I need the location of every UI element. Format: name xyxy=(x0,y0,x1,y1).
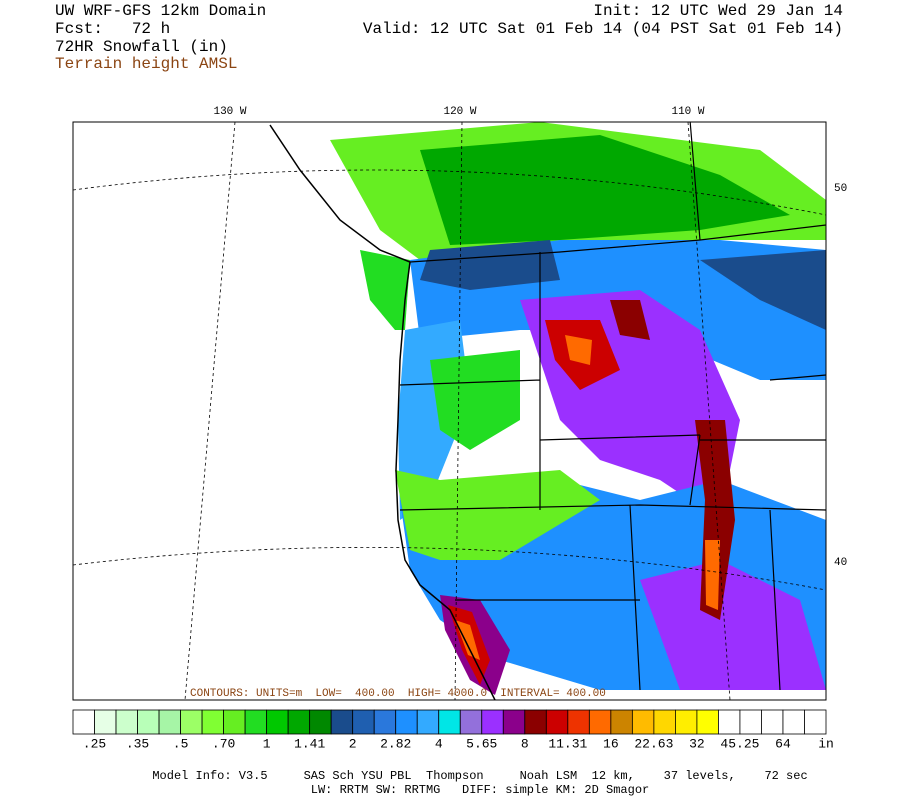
snow-shading xyxy=(695,420,735,620)
snow-shading xyxy=(610,300,650,340)
lon-label: 130 W xyxy=(213,106,246,118)
snow-shading xyxy=(705,540,720,610)
valid-time: Valid: 12 UTC Sat 01 Feb 14 (04 PST Sat … xyxy=(363,20,843,38)
color-swatch xyxy=(545,709,569,735)
color-swatch xyxy=(309,709,332,735)
colorbar-label: 4 xyxy=(435,736,443,751)
border xyxy=(409,224,826,263)
snow-shading xyxy=(360,250,410,330)
color-swatch xyxy=(416,709,440,735)
color-swatch xyxy=(201,709,224,735)
colorbar-label: 22.63 xyxy=(634,736,673,751)
lat-label: 40 xyxy=(834,557,847,569)
colorbar-label: 1.41 xyxy=(294,736,325,751)
color-swatch xyxy=(718,709,741,735)
longitude-line xyxy=(454,122,463,700)
color-swatch xyxy=(502,709,526,735)
snow-shading xyxy=(700,250,826,330)
snow-shading xyxy=(420,240,560,290)
colorbar-label: .5 xyxy=(173,736,189,751)
color-swatch xyxy=(610,709,633,735)
color-swatch xyxy=(223,709,246,735)
color-swatch xyxy=(481,709,504,735)
color-swatch xyxy=(631,709,655,735)
color-swatch xyxy=(352,709,375,735)
lon-label: 120 W xyxy=(443,106,476,118)
color-swatch xyxy=(244,709,268,735)
color-swatch xyxy=(696,709,719,735)
color-swatch xyxy=(782,709,805,735)
color-swatch xyxy=(94,709,117,735)
colorbar-label: 16 xyxy=(603,736,619,751)
color-swatch xyxy=(266,709,289,735)
color-swatch xyxy=(158,709,181,735)
title: UW WRF-GFS 12km Domain xyxy=(55,2,266,20)
field-name: 72HR Snowfall (in) xyxy=(55,38,228,56)
color-swatch xyxy=(567,709,590,735)
model-physics: LW: RRTM SW: RRTMG DIFF: simple KM: 2D S… xyxy=(311,783,649,797)
color-swatch xyxy=(72,709,95,735)
map-frame xyxy=(72,121,827,701)
lon-label: 110 W xyxy=(671,106,704,118)
model-info: Model Info: V3.5 SAS Sch YSU PBL Thompso… xyxy=(152,769,807,783)
color-swatch xyxy=(373,709,397,735)
color-swatch xyxy=(459,709,483,735)
colorbar-label: 1 xyxy=(263,736,271,751)
longitude-line xyxy=(184,122,236,700)
color-swatch xyxy=(438,709,461,735)
lat-label: 50 xyxy=(834,183,847,195)
color-swatch xyxy=(588,709,612,735)
contour-note: CONTOURS: UNITS=m LOW= 400.00 HIGH= 4000… xyxy=(190,688,606,700)
contour-field: Terrain height AMSL xyxy=(55,55,237,73)
init-time: Init: 12 UTC Wed 29 Jan 14 xyxy=(593,2,843,20)
colorbar-label: .35 xyxy=(126,736,149,751)
color-swatch xyxy=(115,709,138,735)
color-swatch xyxy=(739,709,762,735)
snow-shading xyxy=(455,620,480,660)
colorbar-units: in xyxy=(818,736,834,751)
longitude-line xyxy=(687,122,731,700)
colorbar-label: 2.82 xyxy=(380,736,411,751)
colorbar-label: 45.25 xyxy=(720,736,759,751)
latitude-line xyxy=(73,546,826,591)
snow-shading xyxy=(640,560,826,690)
color-swatch xyxy=(761,709,784,735)
color-swatch xyxy=(180,709,203,735)
color-swatch xyxy=(524,709,547,735)
snow-shading xyxy=(565,335,592,365)
coastline xyxy=(269,124,496,700)
snow-shading xyxy=(430,350,520,450)
color-swatch xyxy=(804,709,827,735)
colorbar-label: .25 xyxy=(83,736,106,751)
colorbar-label: 2 xyxy=(349,736,357,751)
snow-shading xyxy=(395,470,600,560)
colorbar-label: 32 xyxy=(689,736,705,751)
map: CONTOURS: UNITS=m LOW= 400.00 HIGH= 4000… xyxy=(72,121,827,701)
color-swatch xyxy=(287,709,311,735)
colorbar-label: 64 xyxy=(775,736,791,751)
state-border xyxy=(399,122,826,691)
color-swatch xyxy=(675,709,698,735)
colorbar-label: .70 xyxy=(212,736,235,751)
colorbar: .25 .35 .5 .70 1 1.41 2 2.82 4 5.65 8 11.31 16 22.63 3… xyxy=(72,709,834,751)
colorbar-label: 8 xyxy=(521,736,529,751)
color-swatch xyxy=(653,709,676,735)
forecast-hour: Fcst: 72 h xyxy=(55,20,170,38)
colorbar-label: 5.65 xyxy=(466,736,497,751)
color-swatch xyxy=(330,709,354,735)
snow-shading xyxy=(420,135,790,245)
latitude-line xyxy=(73,169,826,216)
color-swatch xyxy=(395,709,418,735)
color-swatch xyxy=(137,709,160,735)
colorbar-label: 11.31 xyxy=(548,736,587,751)
